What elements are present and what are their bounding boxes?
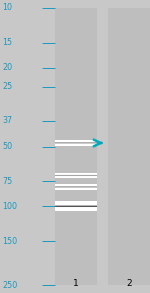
Text: 100: 100 [2,202,17,211]
Text: 50: 50 [2,142,12,151]
Text: 10: 10 [2,4,12,13]
Bar [55,8,97,285]
Text: 1: 1 [73,279,79,288]
Text: 250: 250 [2,280,17,289]
Text: 15: 15 [2,38,12,47]
Text: 150: 150 [2,236,17,246]
Text: 20: 20 [2,63,12,72]
Text: 37: 37 [2,116,12,125]
Text: 25: 25 [2,82,12,91]
Text: 2: 2 [126,279,132,288]
Bar [108,8,150,285]
Text: 75: 75 [2,177,12,186]
